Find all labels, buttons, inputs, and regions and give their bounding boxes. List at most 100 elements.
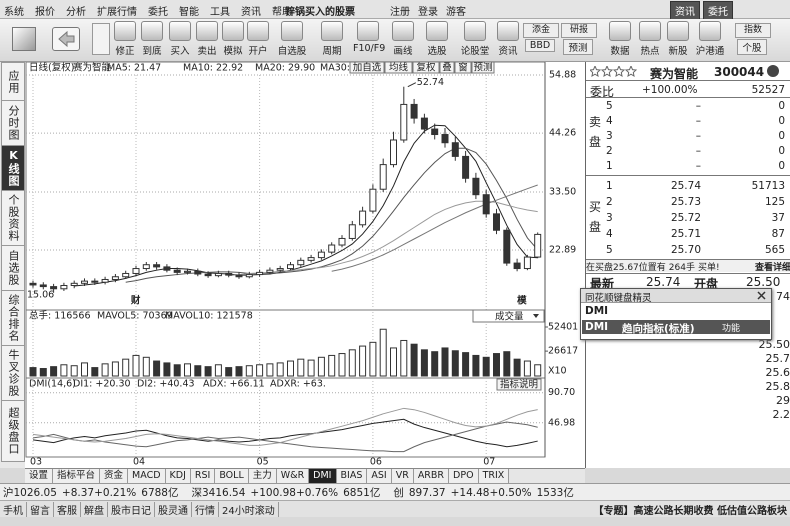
menu-button[interactable]: 委托 — [703, 1, 733, 20]
toolbar-button[interactable]: 买入 — [165, 21, 195, 57]
indicator-tab[interactable]: MACD — [128, 469, 166, 483]
popup-result[interactable]: DMI 趋向指标(标准) 功能 — [582, 320, 770, 335]
indicator-tab[interactable]: ASI — [367, 469, 392, 483]
toolbar-button[interactable]: BBD — [525, 39, 555, 52]
toolbar-button[interactable]: 到底 — [137, 21, 167, 57]
candle-body — [513, 262, 521, 270]
side-tab[interactable]: 牛叉诊股 — [1, 345, 25, 401]
indicator-tabs: 设置 指标平台 资金 MACD KDJ RSI BOLL 主力 W&R DMI BIAS ASI VR A… — [25, 468, 585, 483]
candle-body — [297, 259, 305, 266]
toolbar-small-button[interactable]: 研报 — [561, 23, 597, 38]
index-value: +14.48+0.50% — [450, 486, 532, 499]
account-link[interactable]: 游客 — [446, 7, 466, 18]
close-button[interactable] — [757, 291, 766, 300]
toolbar-button[interactable]: 模拟 — [218, 21, 248, 57]
divider — [586, 97, 790, 98]
toolbar-button[interactable]: 热点 — [635, 21, 665, 57]
menu-item[interactable]: 报价 — [35, 7, 55, 18]
headline[interactable]: 【专题】高速公路长期收费 低估值公路板块 — [593, 505, 787, 517]
indicator-tab[interactable]: VR — [391, 469, 414, 483]
volume-bar — [431, 351, 439, 377]
indicator-tab[interactable]: W&R — [276, 469, 310, 483]
menu-item[interactable]: 扩展行情 — [97, 7, 137, 18]
notice-text[interactable]: 查看详细 — [754, 263, 790, 273]
indicator-tab[interactable]: BIAS — [336, 469, 368, 483]
toolbar-button[interactable]: 周期 — [317, 21, 347, 57]
footer-link[interactable]: 行情 — [192, 501, 219, 517]
menu-item[interactable]: 系统 — [4, 7, 24, 18]
candle-body — [214, 272, 222, 277]
candle-body — [410, 103, 418, 119]
side-tab[interactable]: 分时图 — [1, 100, 25, 146]
menu-item[interactable]: 智能 — [179, 7, 199, 18]
side-tab[interactable]: 自选股 — [1, 245, 25, 291]
toolbar-button[interactable]: 卖出 — [192, 21, 222, 57]
indicator-tab[interactable]: KDJ — [165, 469, 191, 483]
toolbar-button[interactable]: 论股堂 — [460, 21, 490, 57]
menu-item[interactable]: 委托 — [148, 7, 168, 18]
menu-item[interactable]: 帮助 — [272, 7, 292, 18]
toolbar-button[interactable]: 修正 — [110, 21, 140, 57]
volume-selector — [472, 309, 545, 323]
menu-item[interactable]: 工具 — [210, 7, 230, 18]
indicator-tab[interactable]: RSI — [190, 469, 216, 483]
indicator-tab[interactable]: ARBR — [413, 469, 450, 483]
menu-item[interactable]: 分析 — [66, 7, 86, 18]
footer-link[interactable]: 手机 — [0, 501, 27, 517]
footer-link[interactable]: 解盘 — [81, 501, 108, 517]
book-price: – — [695, 160, 701, 172]
side-tab[interactable]: 超级盘口 — [1, 400, 25, 462]
menu-button[interactable]: 资讯 — [670, 1, 700, 20]
indicator-tab[interactable]: 设置 — [25, 469, 54, 483]
toolbar-button[interactable]: 选股 — [422, 21, 452, 57]
indicator-tab[interactable]: 指标平台 — [53, 469, 101, 483]
toolbar-button[interactable]: 数据 — [605, 21, 635, 57]
footer-link[interactable]: 股市日记 — [108, 501, 155, 517]
footer-link[interactable]: 留言 — [27, 501, 54, 517]
toolbar-button[interactable]: 新股 — [663, 21, 693, 57]
toolbar-small-button[interactable]: 添金 — [523, 23, 559, 38]
book-level: 2 — [606, 145, 613, 157]
scroll-buttons[interactable] — [92, 23, 110, 55]
footer-link[interactable]: 股灵通 — [155, 501, 192, 517]
side-tab[interactable]: 个股资料 — [1, 190, 25, 246]
footer-link[interactable]: 客服 — [54, 501, 81, 517]
index-value: 897.37 — [408, 486, 446, 499]
index-value: +8.37+0.21% — [61, 486, 137, 499]
toolbar-small-button[interactable]: 指数 — [735, 23, 771, 38]
candle-body — [369, 188, 377, 212]
volume-bar — [276, 362, 284, 377]
account-link[interactable]: 登录 — [418, 7, 438, 18]
toolbar-button[interactable]: 开户 — [243, 21, 273, 57]
toolbar-button[interactable]: 预测 — [563, 39, 593, 55]
menu-dot[interactable] — [767, 65, 779, 77]
toolbar-button[interactable]: 画线 — [388, 21, 418, 57]
menu-item[interactable]: 资讯 — [241, 7, 261, 18]
candle-body — [153, 264, 161, 268]
toolbar-button[interactable]: 资讯 — [493, 21, 523, 57]
footer-link[interactable]: 24小时滚动 — [219, 501, 279, 517]
toolbar-button[interactable]: 自选股 — [277, 21, 307, 57]
indicator-tab[interactable]: TRIX — [478, 469, 510, 483]
side-tab[interactable]: 综合排名 — [1, 290, 25, 346]
account-links: 注册 登录 游客 — [390, 3, 466, 18]
volume-bar — [132, 354, 140, 377]
account-link[interactable]: 注册 — [390, 7, 410, 18]
toolbar-button[interactable]: 个股 — [737, 39, 767, 55]
side-tab[interactable]: K线图 — [1, 145, 25, 191]
toolbar-button[interactable]: 沪港通 — [695, 21, 725, 57]
ratio-value: +100.00% — [642, 84, 698, 96]
indicator-tab[interactable]: 主力 — [248, 469, 277, 483]
indicator-tab[interactable]: 资金 — [100, 469, 129, 483]
indicator-tab[interactable]: DMI — [309, 469, 337, 483]
layout-icon[interactable] — [12, 27, 36, 51]
popup-input[interactable]: DMI — [585, 305, 609, 317]
toolbar-label: 资讯 — [498, 46, 518, 57]
back-button[interactable] — [52, 27, 80, 51]
toolbar-icon — [464, 21, 486, 41]
indicator-tab[interactable]: DPO — [449, 469, 479, 483]
indicator-tab[interactable]: BOLL — [215, 469, 249, 483]
toolbar-button[interactable]: F10/F9 — [353, 21, 385, 54]
side-tab[interactable]: 应用 — [1, 62, 25, 101]
candle-body — [266, 269, 274, 273]
